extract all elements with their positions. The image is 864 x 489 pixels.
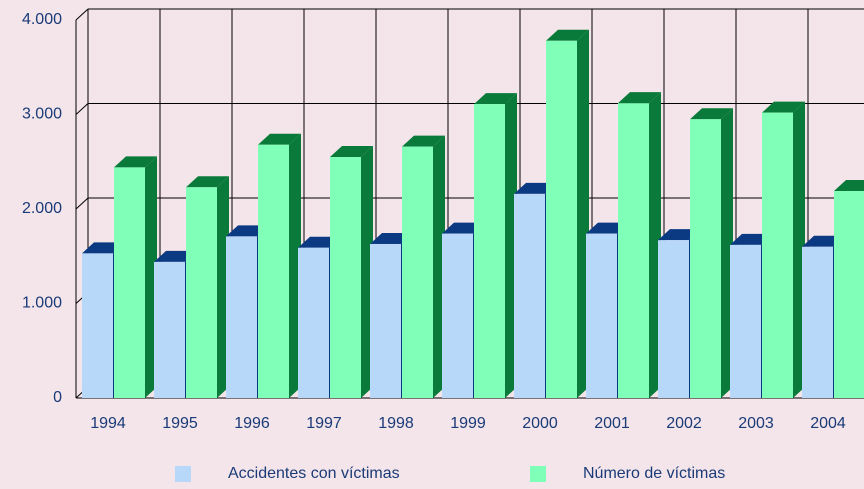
bar: [226, 236, 257, 398]
legend-label: Accidentes con víctimas: [228, 465, 400, 482]
bar: [474, 104, 505, 398]
y-tick-label: 2.000: [22, 200, 62, 217]
x-tick-label: 1999: [450, 415, 486, 432]
y-tick-label: 3.000: [22, 106, 62, 123]
bar: [370, 243, 401, 398]
x-tick-label: 1995: [162, 415, 198, 432]
bar-top: [258, 133, 301, 145]
y-tick-label: 0: [53, 389, 62, 406]
bar-top: [618, 92, 661, 104]
grid-line-side: [75, 103, 89, 115]
bar-top: [114, 156, 157, 168]
x-tick-label: 1994: [90, 415, 126, 432]
bar-top: [474, 93, 517, 105]
legend-swatch: [530, 466, 546, 482]
x-tick-label: 2002: [666, 415, 702, 432]
x-tick-label: 1998: [378, 415, 414, 432]
y-tick-label: 4.000: [22, 11, 62, 28]
bar-top: [834, 180, 864, 192]
bar: [546, 40, 577, 398]
bar: [258, 144, 289, 398]
bar: [834, 191, 864, 398]
bar: [82, 253, 113, 398]
bar: [298, 247, 329, 398]
y-tick-label: 1.000: [22, 295, 62, 312]
bar-top: [186, 176, 229, 188]
x-tick-label: 2003: [738, 415, 774, 432]
bar-top: [762, 101, 805, 113]
x-tick-label: 1997: [306, 415, 342, 432]
bar-top: [546, 29, 589, 41]
bar: [730, 244, 761, 398]
bar: [442, 233, 473, 398]
bar: [618, 103, 649, 398]
bar: [330, 157, 361, 398]
bar-top: [402, 135, 445, 147]
bar: [186, 187, 217, 398]
bar: [690, 119, 721, 398]
grid-line-side: [75, 197, 89, 210]
x-tick-label: 2004: [810, 415, 846, 432]
bar: [154, 261, 185, 398]
bar: [114, 167, 145, 398]
x-tick-label: 2001: [594, 415, 630, 432]
legend-label: Número de víctimas: [583, 465, 725, 482]
x-tick-label: 1996: [234, 415, 270, 432]
bar: [514, 193, 545, 398]
grid-line-side: [75, 8, 89, 21]
x-tick-label: 2000: [522, 415, 558, 432]
bar: [402, 146, 433, 398]
bar-top: [690, 108, 733, 120]
bar-top: [330, 146, 373, 158]
bar: [802, 246, 833, 398]
legend-swatch: [175, 466, 191, 482]
bar: [658, 240, 689, 398]
bar: [586, 233, 617, 398]
bar: [762, 112, 793, 399]
